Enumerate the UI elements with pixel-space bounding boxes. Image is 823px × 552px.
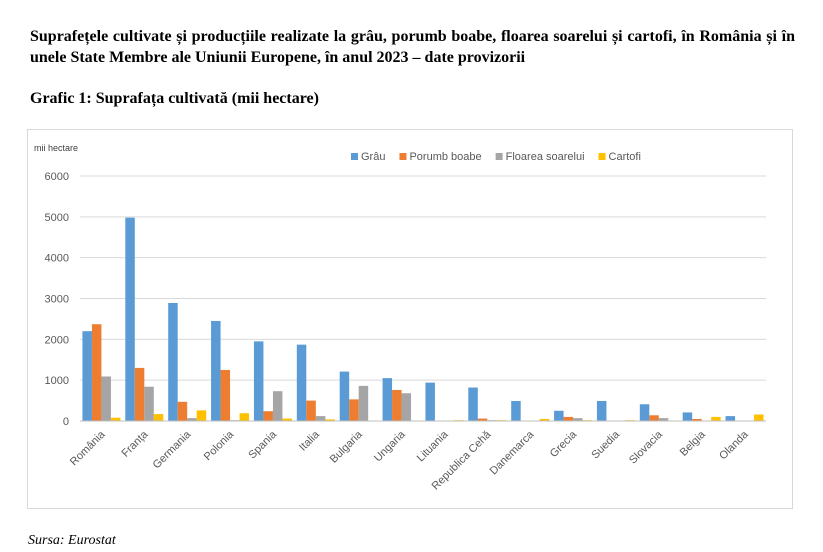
y-tick-label: 1000 — [45, 375, 69, 387]
x-tick-label: România — [68, 428, 108, 468]
x-tick-label: Spania — [246, 428, 279, 461]
bar — [168, 302, 178, 421]
bar — [573, 418, 583, 421]
bar — [153, 414, 164, 421]
bar — [358, 385, 369, 421]
bar — [296, 344, 307, 421]
bar — [382, 378, 393, 421]
bar — [349, 399, 359, 421]
bar-chart: 0 1000 2000 3000 4000 5000 6000 mii hectare Româ… — [34, 143, 766, 492]
bar — [125, 217, 135, 421]
legend-swatch — [351, 153, 358, 160]
bar — [110, 417, 121, 421]
bar — [649, 415, 659, 421]
bar — [263, 411, 273, 421]
bar — [539, 418, 550, 421]
chart-title: Grafic 1: Suprafața cultivată (mii hecta… — [30, 90, 319, 107]
x-tick-label: Olanda — [717, 428, 751, 462]
bar — [425, 382, 435, 421]
bar — [477, 418, 488, 421]
bar — [339, 371, 350, 421]
x-tick-label: Belgia — [678, 428, 709, 459]
bar — [282, 418, 292, 421]
x-tick-label: Grecia — [548, 428, 580, 460]
legend-swatch — [399, 153, 407, 160]
bar — [639, 404, 650, 421]
x-tick-label: Lituania — [415, 428, 451, 464]
legend-label: Porumb boabe — [409, 151, 481, 163]
y-tick-label: 5000 — [45, 212, 69, 224]
bar — [401, 393, 412, 421]
y-axis-label: mii hectare — [34, 143, 78, 153]
legend-swatch — [495, 153, 503, 160]
legend-swatch — [598, 153, 606, 160]
bar — [711, 416, 721, 421]
bar — [101, 376, 111, 421]
bar — [658, 418, 669, 421]
x-tick-label: Bulgaria — [328, 428, 366, 466]
x-tick-label: Polonia — [202, 428, 237, 463]
bar — [272, 391, 283, 421]
x-tick-label: Ungaria — [372, 428, 408, 464]
y-tick-label: 4000 — [45, 253, 69, 265]
bar — [392, 389, 402, 421]
legend-label: Cartofi — [609, 151, 641, 163]
bar — [754, 414, 764, 421]
legend-label: Floarea soarelui — [506, 151, 585, 163]
bar — [239, 413, 250, 421]
bar — [196, 410, 207, 421]
bar — [144, 386, 154, 421]
x-tick-label: Suedia — [589, 428, 622, 461]
bar — [692, 418, 702, 421]
bar — [725, 416, 736, 421]
bar — [177, 401, 188, 421]
bar — [563, 416, 574, 421]
bar — [306, 400, 316, 421]
x-tick-label: Slovacia — [627, 428, 666, 467]
bar — [211, 320, 221, 421]
chart-area: 0 1000 2000 3000 4000 5000 6000 mii hectare Româ… — [27, 129, 793, 509]
bar — [91, 324, 102, 421]
bar — [134, 367, 145, 421]
bar — [187, 418, 197, 421]
x-tick-label: Germania — [151, 428, 194, 471]
y-tick-label: 0 — [63, 416, 69, 428]
bar — [315, 416, 326, 421]
legend-label: Grâu — [361, 151, 385, 163]
bar — [220, 369, 231, 421]
x-tick-label: Italia — [297, 428, 323, 454]
y-tick-label: 6000 — [45, 171, 69, 183]
y-tick-label: 2000 — [45, 334, 69, 346]
bar — [554, 410, 564, 421]
bar — [325, 419, 335, 421]
bar — [468, 387, 478, 421]
bar — [253, 341, 264, 421]
page-heading: Suprafețele cultivate și producțiile rea… — [30, 28, 795, 66]
bar — [82, 331, 92, 421]
bar — [596, 400, 607, 421]
source-note: Sursa: Eurostat — [28, 533, 116, 548]
y-tick-label: 3000 — [45, 294, 69, 306]
bar — [682, 412, 693, 421]
x-tick-label: Danemarca — [488, 428, 537, 477]
x-tick-label: Franța — [119, 428, 151, 460]
bar — [511, 400, 521, 421]
